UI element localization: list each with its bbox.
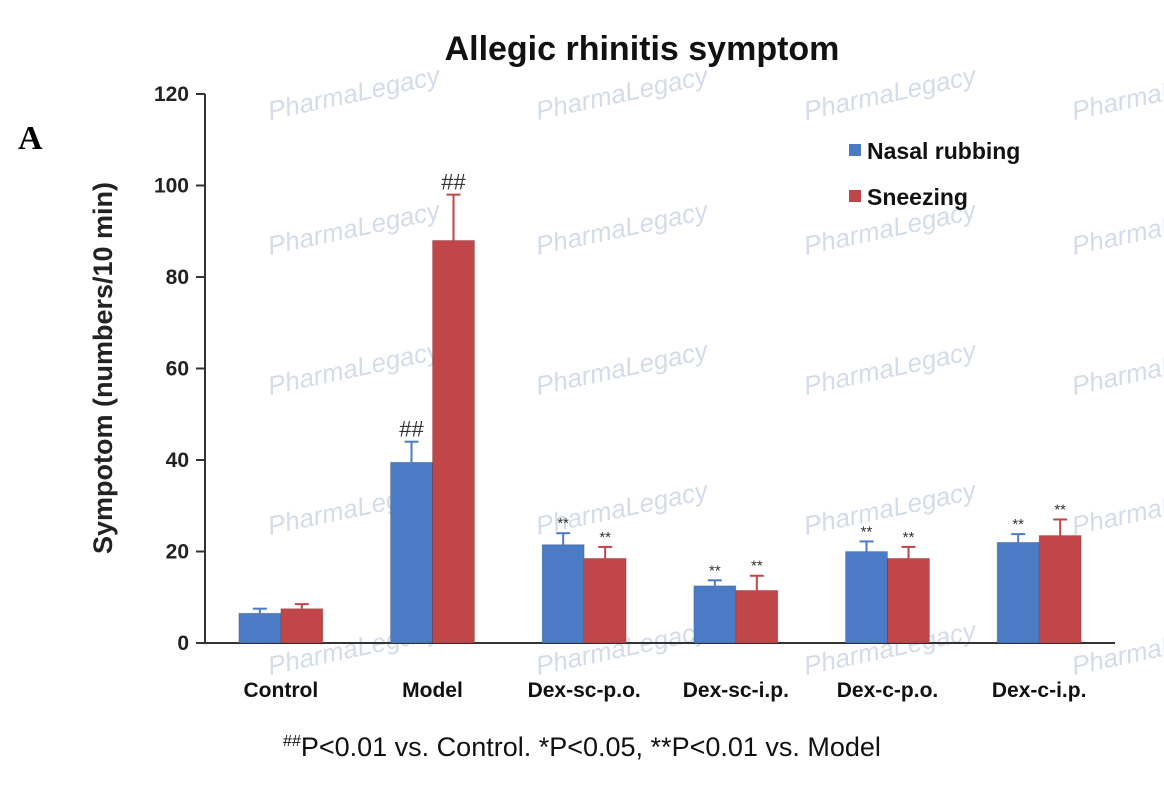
footnote-text: P<0.01 vs. Control. *P<0.05, **P<0.01 vs… [300, 732, 881, 762]
watermark-text-11: PharmaLegacy [1069, 335, 1164, 401]
bar-0-4 [845, 551, 888, 644]
significance-label-0-4: ** [861, 523, 873, 540]
significance-label-0-1: ## [399, 417, 424, 442]
bar-1-1 [432, 239, 475, 644]
watermark-text-4: PharmaLegacy [265, 195, 444, 261]
significance-label-1-4: ** [903, 529, 915, 546]
x-tick-label-3: Dex-sc-i.p. [683, 679, 789, 702]
significance-label-0-5: ** [1012, 516, 1024, 533]
watermark-text-8: PharmaLegacy [265, 335, 444, 401]
legend-label-1: Sneezing [867, 184, 968, 210]
bar-1-0 [280, 608, 324, 644]
watermark-text-0: PharmaLegacy [265, 60, 444, 126]
significance-label-1-5: ** [1054, 501, 1066, 518]
x-tick-label-1: Model [402, 679, 463, 702]
significance-label-1-2: ** [599, 529, 611, 546]
bar-1-5 [1038, 534, 1082, 644]
watermark-text-19: PharmaLegacy [1069, 615, 1164, 681]
watermark-text-9: PharmaLegacy [533, 335, 712, 401]
chart-title: Allegic rhinitis symptom [445, 30, 840, 68]
y-tick-label-3: 60 [166, 358, 189, 381]
watermark-text-1: PharmaLegacy [533, 60, 712, 126]
x-tick-label-0: Control [244, 679, 319, 702]
y-tick-label-1: 20 [166, 541, 189, 564]
bar-1-4 [887, 557, 930, 644]
legend-label-0: Nasal rubbing [867, 138, 1020, 164]
x-tick-label-4: Dex-c-p.o. [837, 679, 939, 702]
y-tick-label-0: 0 [177, 632, 189, 655]
x-tick-label-5: Dex-c-i.p. [992, 679, 1087, 702]
bar-0-0 [238, 612, 282, 644]
y-tick-label-2: 40 [166, 449, 189, 472]
y-tick-label-6: 120 [154, 83, 189, 106]
watermark-text-10: PharmaLegacy [801, 335, 980, 401]
bar-0-1 [390, 461, 433, 644]
y-axis-label: Sympotom (numbers/10 min) [88, 182, 118, 554]
significance-label-0-3: ** [709, 562, 721, 579]
watermark-text-7: PharmaLegacy [1069, 195, 1164, 261]
bars: Control ## ## Model ** ** Dex-sc-p.o. ** ** Dex-s… [238, 170, 1087, 702]
footnote-superscript: ## [283, 733, 301, 750]
watermark-text-15: PharmaLegacy [1069, 475, 1164, 541]
y-tick-label-5: 100 [154, 175, 189, 198]
legend-swatch-1 [849, 190, 861, 202]
panel-label: A [18, 120, 43, 157]
bar-1-3 [735, 589, 779, 644]
significance-label-0-2: ** [557, 515, 569, 532]
bar-0-2 [541, 544, 585, 644]
bar-0-5 [996, 541, 1040, 644]
watermark-text-2: PharmaLegacy [801, 60, 980, 126]
legend: Nasal rubbing Sneezing [849, 138, 1020, 210]
watermark-text-3: PharmaLegacy [1069, 60, 1164, 126]
watermark-text-14: PharmaLegacy [801, 475, 980, 541]
significance-label-1-1: ## [441, 170, 466, 195]
y-tick-label-4: 80 [166, 266, 189, 289]
watermark-text-5: PharmaLegacy [533, 195, 712, 261]
significance-label-1-3: ** [751, 558, 763, 575]
bar-0-3 [693, 585, 737, 644]
axes: 0 20 40 60 80 100 120 [154, 83, 1115, 655]
footnote: ##P<0.01 vs. Control. *P<0.05, **P<0.01 … [0, 732, 1164, 763]
legend-swatch-0 [849, 144, 861, 156]
bar-1-2 [583, 557, 627, 644]
x-tick-label-2: Dex-sc-p.o. [528, 679, 641, 702]
